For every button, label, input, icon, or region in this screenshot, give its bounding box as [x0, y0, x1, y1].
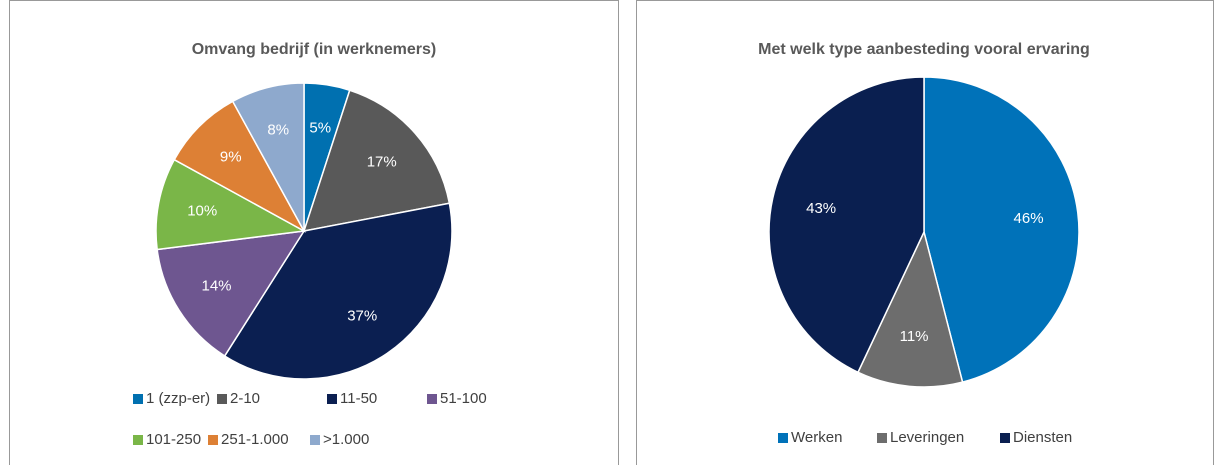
data-label: 17%	[367, 153, 397, 170]
pie-slice	[857, 229, 964, 388]
data-label: 10%	[187, 203, 217, 220]
legend-label: Diensten	[1013, 429, 1072, 446]
data-label: 43%	[806, 200, 836, 217]
data-label: 9%	[220, 149, 242, 166]
pie-slice	[923, 76, 1080, 384]
legend-label: >1.000	[323, 431, 369, 448]
legend-swatch	[778, 433, 788, 443]
legend-label: 2-10	[230, 390, 260, 407]
legend-swatch	[877, 433, 887, 443]
legend-label: 251-1.000	[221, 431, 289, 448]
legend-label: Leveringen	[890, 429, 964, 446]
data-label: 46%	[1014, 210, 1044, 227]
legend-swatch	[327, 394, 337, 404]
pie-slice	[155, 158, 307, 251]
pie-slice	[156, 230, 306, 357]
chart-title: Met welk type aanbesteding vooral ervari…	[758, 41, 1090, 58]
legend-swatch	[133, 435, 143, 445]
legend-swatch	[427, 394, 437, 404]
pie-slice	[231, 82, 305, 232]
chart-title: Omvang bedrijf (in werknemers)	[192, 41, 437, 58]
legend-label: Werken	[791, 429, 842, 446]
legend-label: 51-100	[440, 390, 487, 407]
legend-swatch	[217, 394, 227, 404]
legend-swatch	[310, 435, 320, 445]
legend-label: 101-250	[146, 431, 201, 448]
pie-slice	[223, 202, 453, 380]
data-label: 14%	[202, 277, 232, 294]
data-label: 8%	[267, 122, 289, 139]
pie-slice	[768, 76, 925, 374]
legend-swatch	[208, 435, 218, 445]
legend-label: 11-50	[340, 390, 377, 407]
legend-label: 1 (zzp-er)	[146, 390, 210, 407]
legend-swatch	[1000, 433, 1010, 443]
data-label: 5%	[309, 120, 331, 137]
data-label: 11%	[900, 328, 929, 345]
pie-slice	[173, 100, 306, 233]
pie-slice	[302, 89, 451, 232]
data-label: 37%	[347, 308, 377, 325]
legend-swatch	[133, 394, 143, 404]
